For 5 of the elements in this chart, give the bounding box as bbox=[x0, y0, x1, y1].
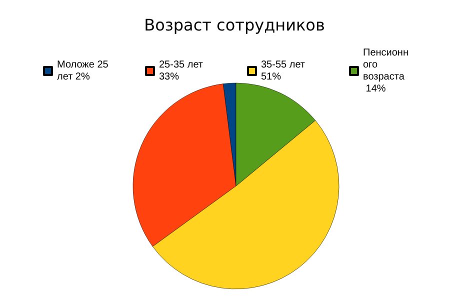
legend-label: 35-55 лет 51% bbox=[261, 60, 308, 82]
legend-label: Пенсионного возраста 14% bbox=[363, 48, 408, 94]
chart-title: Возраст сотрудников bbox=[144, 16, 325, 34]
legend-label: Моложе 25 лет 2% bbox=[57, 60, 112, 82]
legend-label: 25-35 лет 33% bbox=[159, 60, 206, 82]
